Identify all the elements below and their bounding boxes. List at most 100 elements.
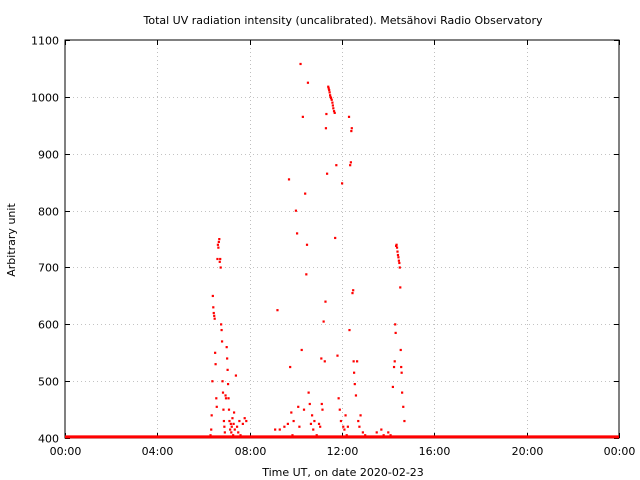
data-point <box>229 422 232 425</box>
data-point <box>215 397 218 400</box>
data-point <box>391 385 394 389</box>
data-point <box>387 431 390 434</box>
data-point <box>403 419 406 423</box>
data-point <box>212 311 215 315</box>
data-point <box>278 428 281 431</box>
data-point <box>333 111 336 114</box>
data-point <box>361 431 364 434</box>
data-point <box>230 431 233 434</box>
data-point <box>245 419 248 423</box>
data-point <box>395 243 398 246</box>
data-point <box>213 314 216 317</box>
data-point <box>238 419 241 423</box>
data-point <box>216 257 219 261</box>
data-point <box>351 292 354 295</box>
data-point <box>329 95 332 99</box>
data-point <box>343 428 346 431</box>
data-point <box>313 419 316 423</box>
data-point <box>324 300 327 303</box>
data-point <box>392 365 396 369</box>
x-tick-label: 12:00 <box>327 445 359 458</box>
data-point <box>399 348 402 352</box>
data-point <box>228 419 231 423</box>
data-point <box>398 266 401 269</box>
data-point <box>237 431 240 434</box>
data-point <box>356 360 359 363</box>
data-point <box>232 422 235 425</box>
data-point <box>352 289 355 292</box>
data-point <box>286 422 289 425</box>
x-tick-label: 04:00 <box>142 445 174 458</box>
data-point <box>322 320 325 323</box>
data-point <box>312 428 315 431</box>
data-point <box>289 365 292 369</box>
data-point <box>217 246 220 249</box>
data-point <box>299 62 302 66</box>
data-point <box>211 380 214 383</box>
data-point <box>345 434 348 437</box>
x-tick-label: 08:00 <box>235 445 267 458</box>
chart-title: Total UV radiation intensity (uncalibrat… <box>143 14 543 27</box>
data-point <box>332 110 336 113</box>
data-point <box>349 164 352 167</box>
data-point <box>219 266 222 269</box>
data-point <box>292 419 295 423</box>
data-point <box>295 232 299 235</box>
data-point <box>287 178 291 181</box>
x-tick-label: 16:00 <box>419 445 451 458</box>
data-point <box>234 374 238 377</box>
y-axis-label: Arbitrary unit <box>5 203 18 277</box>
y-tick-label: 1100 <box>31 35 59 48</box>
data-point <box>297 405 300 408</box>
data-point <box>324 127 328 130</box>
y-tick-label: 400 <box>38 433 59 446</box>
data-point <box>221 391 225 394</box>
data-point <box>396 253 400 257</box>
data-point <box>320 402 323 406</box>
data-point <box>331 104 334 107</box>
data-point <box>327 87 330 90</box>
data-point <box>397 259 400 262</box>
data-point <box>396 250 399 253</box>
data-point <box>328 91 331 94</box>
data-point <box>226 357 229 360</box>
data-point <box>353 382 356 386</box>
data-point <box>395 246 399 249</box>
data-point <box>335 164 338 167</box>
data-point <box>291 434 294 437</box>
data-point <box>298 425 301 428</box>
data-point <box>320 357 323 360</box>
data-point <box>210 428 213 431</box>
data-point <box>305 273 308 276</box>
data-point <box>214 363 217 366</box>
data-point <box>310 414 314 417</box>
data-point <box>323 360 326 363</box>
data-point <box>397 256 400 259</box>
data-point <box>354 394 358 397</box>
data-point <box>304 192 307 195</box>
data-point <box>226 368 229 371</box>
plot-frame <box>64 39 620 439</box>
data-point <box>217 240 220 244</box>
data-point <box>213 317 216 320</box>
data-point <box>331 101 334 104</box>
data-point <box>402 405 405 408</box>
data-point <box>212 306 215 309</box>
data-point <box>223 431 226 434</box>
data-point <box>235 425 239 428</box>
data-point <box>211 294 214 298</box>
data-point <box>230 425 233 428</box>
data-point <box>220 323 223 326</box>
data-point <box>330 98 333 101</box>
data-point <box>393 360 396 363</box>
data-point <box>336 354 339 357</box>
data-point <box>319 425 322 428</box>
data-point <box>233 428 236 431</box>
data-point <box>321 408 324 411</box>
x-axis-label: Time UT, on date 2020-02-23 <box>261 466 424 479</box>
data-point <box>283 425 286 428</box>
data-point <box>294 209 298 212</box>
data-point <box>232 411 236 414</box>
data-point <box>325 172 329 175</box>
